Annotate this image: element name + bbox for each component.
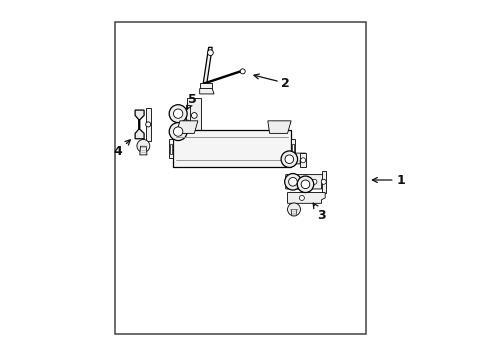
Text: 2: 2 <box>253 74 289 90</box>
Circle shape <box>284 174 301 190</box>
Polygon shape <box>285 175 323 189</box>
Polygon shape <box>199 89 214 94</box>
Polygon shape <box>145 108 150 140</box>
Polygon shape <box>187 98 201 134</box>
Circle shape <box>145 122 150 127</box>
Polygon shape <box>267 121 290 134</box>
Circle shape <box>321 179 325 184</box>
Circle shape <box>185 120 190 125</box>
Text: 5: 5 <box>186 93 197 110</box>
Circle shape <box>137 139 149 152</box>
Circle shape <box>301 180 309 189</box>
Polygon shape <box>300 153 305 167</box>
Polygon shape <box>287 193 325 203</box>
Text: 4: 4 <box>114 140 130 158</box>
Circle shape <box>173 127 183 136</box>
Circle shape <box>299 195 304 201</box>
Polygon shape <box>169 139 172 158</box>
Bar <box>172 130 290 167</box>
Text: 3: 3 <box>312 203 325 222</box>
Polygon shape <box>290 139 294 158</box>
Polygon shape <box>291 144 293 154</box>
Circle shape <box>288 177 297 186</box>
Circle shape <box>285 155 293 163</box>
Polygon shape <box>199 83 212 89</box>
Circle shape <box>191 113 197 118</box>
Polygon shape <box>292 153 305 164</box>
Polygon shape <box>203 71 244 83</box>
Polygon shape <box>290 210 296 216</box>
Polygon shape <box>203 47 212 83</box>
Polygon shape <box>321 171 325 193</box>
Text: 1: 1 <box>372 174 404 186</box>
Polygon shape <box>140 146 147 155</box>
Circle shape <box>169 123 187 140</box>
Circle shape <box>300 158 305 163</box>
Polygon shape <box>135 110 144 139</box>
Circle shape <box>169 105 187 123</box>
Circle shape <box>240 69 244 74</box>
Circle shape <box>207 50 213 55</box>
Circle shape <box>297 176 313 193</box>
Polygon shape <box>187 134 201 137</box>
Circle shape <box>173 109 183 118</box>
Circle shape <box>287 203 300 216</box>
Bar <box>115 22 366 334</box>
Polygon shape <box>169 144 172 154</box>
Polygon shape <box>176 121 198 134</box>
Circle shape <box>281 151 297 167</box>
Polygon shape <box>185 105 189 140</box>
Circle shape <box>311 179 316 184</box>
